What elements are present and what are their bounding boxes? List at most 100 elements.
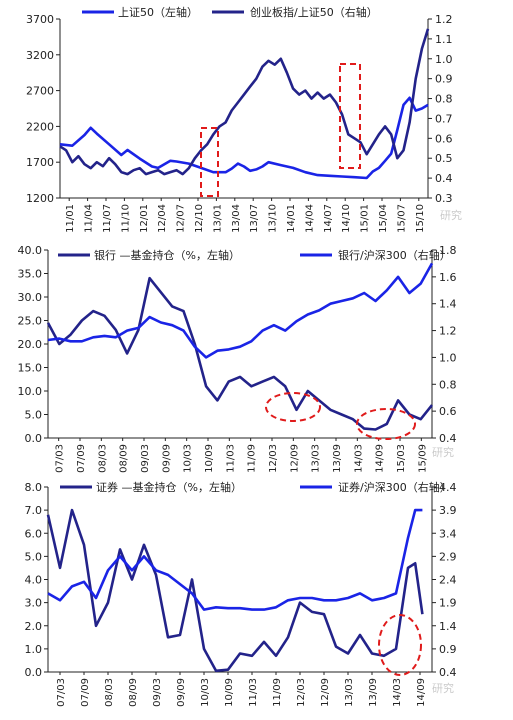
right-tick-label: 2.4: [439, 574, 457, 587]
x-tick-label: 14/03: [353, 444, 364, 473]
right-tick-label: 1.0: [439, 351, 457, 364]
right-tick-label: 1.0: [435, 53, 453, 66]
legend-label: 上证50（左轴）: [118, 5, 198, 19]
series-line-1: [46, 276, 434, 431]
right-tick-label: 0.4: [439, 432, 457, 445]
x-tick-label: 09/03: [140, 444, 151, 473]
left-tick-label: 2.0: [25, 620, 43, 633]
left-tick-label: 0.0: [25, 432, 43, 445]
x-tick-label: 12/04: [157, 204, 168, 233]
right-tick-label: 1.8: [439, 244, 457, 257]
x-tick-label: 13/07: [249, 204, 260, 233]
x-tick-label: 13/03: [311, 444, 322, 473]
x-tick-label: 12/07: [176, 204, 187, 233]
x-tick-label: 13/09: [332, 444, 343, 473]
right-tick-label: 1.4: [439, 620, 457, 633]
x-tick-label: 14/10: [341, 204, 352, 233]
x-tick-label: 10/09: [204, 444, 215, 473]
x-tick-label: 09/09: [176, 678, 187, 707]
right-tick-label: 3.9: [439, 504, 457, 517]
x-tick-label: 15/03: [396, 444, 407, 473]
highlight-ellipse: [356, 408, 416, 440]
right-tick-label: 1.2: [439, 325, 457, 338]
x-tick-label: 11/10: [120, 204, 131, 233]
right-tick-label: 0.5: [435, 152, 453, 165]
left-tick-label: 10.0: [18, 385, 43, 398]
legend-label: 银行/沪深300（右轴）: [338, 248, 451, 262]
right-tick-label: 0.6: [435, 132, 453, 145]
right-tick-label: 0.4: [439, 666, 457, 679]
x-tick-label: 12/03: [268, 444, 279, 473]
x-tick-label: 10/03: [200, 678, 211, 707]
left-tick-label: 30.0: [18, 291, 43, 304]
right-tick-label: 0.7: [435, 112, 453, 125]
right-tick-label: 1.4: [439, 298, 457, 311]
highlight-ellipse: [265, 392, 321, 422]
x-tick-label: 13/01: [212, 204, 223, 233]
x-tick-label: 07/03: [55, 444, 66, 473]
x-tick-label: 11/07: [102, 204, 113, 233]
x-tick-label: 12/10: [194, 204, 205, 233]
left-tick-label: 2200: [26, 120, 54, 133]
legend-label: 银行 —基金持仓（%，左轴）: [94, 248, 240, 262]
left-tick-label: 6.0: [25, 527, 43, 540]
x-tick-label: 11/01: [65, 204, 76, 233]
right-tick-label: 1.2: [435, 13, 453, 26]
x-tick-label: 11/03: [225, 444, 236, 473]
x-tick-label: 14/01: [286, 204, 297, 233]
x-tick-label: 10/09: [224, 678, 235, 707]
x-tick-label: 14/09: [375, 444, 386, 473]
x-tick-label: 12/09: [320, 678, 331, 707]
x-tick-label: 11/09: [247, 444, 258, 473]
series-line-2: [47, 508, 423, 611]
x-tick-label: 08/03: [97, 444, 108, 473]
left-tick-label: 0.0: [25, 666, 43, 679]
x-tick-label: 09/03: [152, 678, 163, 707]
x-tick-label: 15/04: [378, 204, 389, 233]
right-tick-label: 1.9: [439, 597, 457, 610]
x-tick-label: 07/03: [56, 678, 67, 707]
x-tick-label: 14/09: [416, 678, 427, 707]
left-tick-label: 1200: [26, 192, 54, 205]
x-tick-label: 09/09: [161, 444, 172, 473]
left-tick-label: 1700: [26, 156, 54, 169]
left-tick-label: 40.0: [18, 244, 43, 257]
legend-label: 证券 —基金持仓（%，左轴）: [96, 480, 242, 494]
right-tick-label: 0.4: [435, 172, 453, 185]
chart-2: 0.0 5.0 10.0 15.0 20.0 25.0 30.0 35.0 40.0 0.4 0.6…: [18, 244, 457, 473]
watermark: 研究: [440, 208, 462, 222]
watermark: 研究: [432, 445, 454, 459]
right-tick-label: 0.8: [439, 378, 457, 391]
x-tick-label: 12/09: [289, 444, 300, 473]
right-tick-label: 0.8: [435, 93, 453, 106]
x-tick-label: 15/10: [415, 204, 426, 233]
left-tick-label: 4.0: [25, 574, 43, 587]
x-tick-label: 13/04: [231, 204, 242, 233]
series-line-1: [46, 508, 424, 673]
right-tick-label: 0.3: [435, 192, 453, 205]
watermark: 研究: [432, 681, 454, 695]
x-tick-label: 13/03: [344, 678, 355, 707]
left-tick-label: 15.0: [18, 362, 43, 375]
x-tick-label: 11/09: [272, 678, 283, 707]
chart-3: 0.0 1.0 2.0 3.0 4.0 5.0 6.0 7.0 8.0 0.4 0.9 1.4 1.9 2…: [25, 480, 457, 707]
x-tick-label: 08/03: [104, 678, 115, 707]
legend-label: 创业板指/上证50（右轴）: [250, 5, 378, 19]
series-line-1: [59, 96, 429, 180]
left-tick-label: 35.0: [18, 268, 43, 281]
series-line-2: [59, 28, 430, 176]
left-tick-label: 3.0: [25, 597, 43, 610]
left-tick-label: 20.0: [18, 338, 43, 351]
legend-label: 证券/沪深300（右轴）: [338, 480, 451, 494]
right-tick-label: 4.4: [439, 481, 457, 494]
left-tick-label: 5.0: [25, 550, 43, 563]
x-tick-label: 12/03: [296, 678, 307, 707]
left-tick-label: 1.0: [25, 643, 43, 656]
highlight-ellipse: [378, 614, 422, 676]
x-tick-label: 11/03: [248, 678, 259, 707]
left-tick-label: 3700: [26, 13, 54, 26]
right-tick-label: 2.9: [439, 550, 457, 563]
highlight-box: [339, 63, 361, 169]
